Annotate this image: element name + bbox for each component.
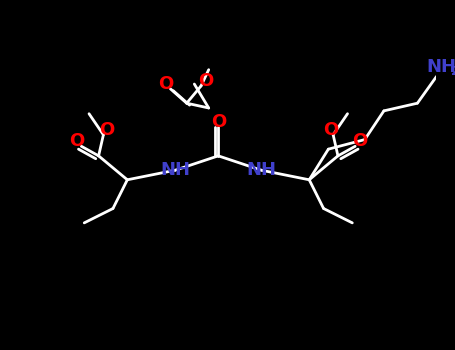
Text: NH: NH bbox=[426, 58, 455, 76]
Text: O: O bbox=[69, 133, 84, 150]
Text: O: O bbox=[352, 133, 368, 150]
Text: O: O bbox=[99, 121, 114, 139]
Text: O: O bbox=[158, 75, 173, 93]
Text: O: O bbox=[323, 121, 338, 139]
Text: NH: NH bbox=[160, 161, 190, 179]
Text: O: O bbox=[198, 72, 213, 90]
Text: O: O bbox=[211, 113, 226, 131]
Text: NH: NH bbox=[246, 161, 276, 179]
Text: 2: 2 bbox=[451, 65, 455, 78]
